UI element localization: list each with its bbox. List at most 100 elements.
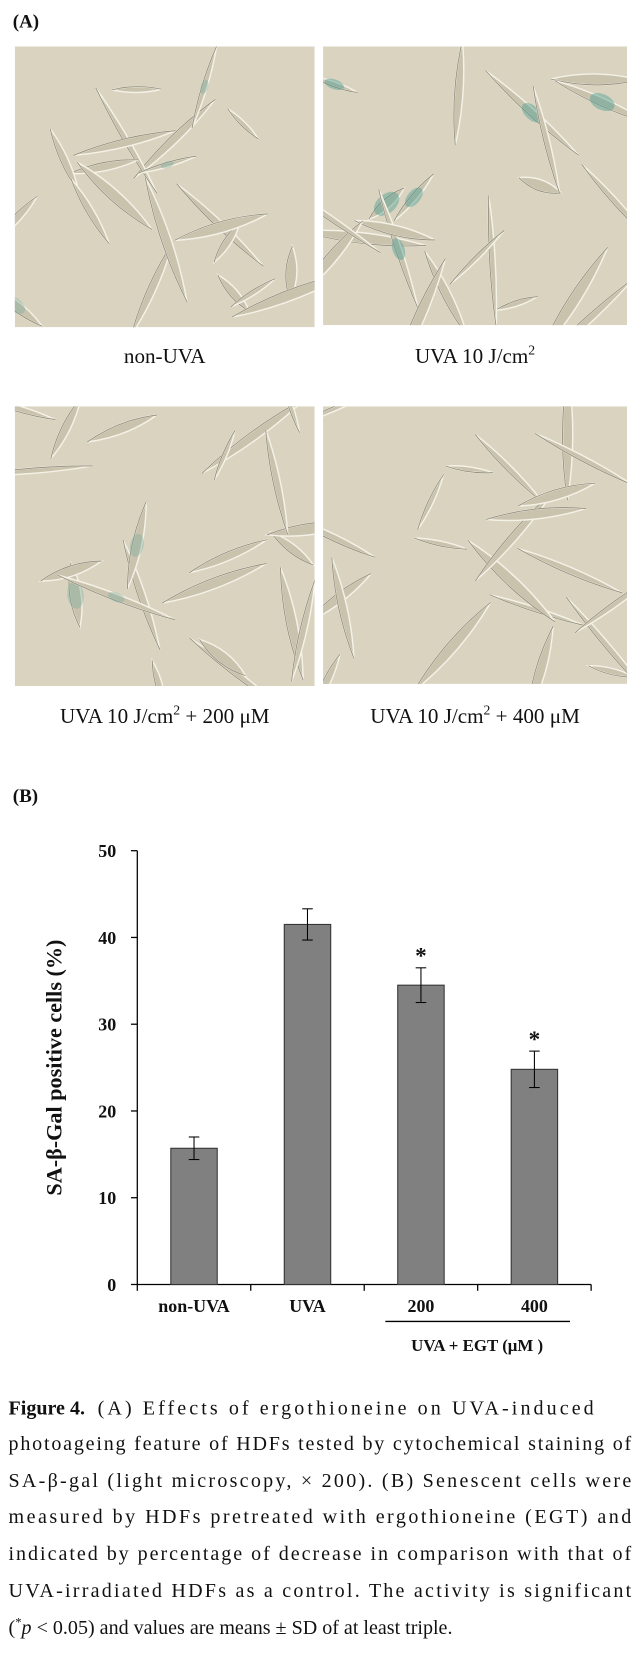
cell-edge (393, 173, 434, 222)
cell-body (14, 406, 56, 421)
cell (535, 277, 628, 326)
y-tick-label: 10 (98, 1188, 116, 1208)
cell (532, 85, 561, 194)
cell-edge (70, 178, 110, 245)
cell-edge (230, 278, 276, 308)
caption-line: UVA-irradiated HDFs as a control. The ac… (9, 1580, 632, 1602)
cell-edge (174, 213, 268, 241)
image-caption: UVA 10 J/cm2 + 200 μM (60, 703, 270, 728)
cell-edge (485, 70, 579, 156)
cell-edge (424, 250, 468, 326)
cell (585, 664, 628, 678)
cell (266, 520, 315, 537)
cell-edge (265, 429, 289, 535)
x-tick-label: 400 (521, 1296, 548, 1316)
cell-edge (414, 537, 468, 550)
cell-edge (534, 432, 628, 486)
caption-sup: 2 (484, 703, 491, 718)
cell-edge (488, 195, 497, 326)
micrograph-background (14, 46, 315, 328)
cell-edge (323, 177, 381, 253)
cell-edge (413, 602, 491, 684)
cell (138, 155, 197, 175)
cell (414, 537, 468, 550)
y-tick-label: 30 (98, 1015, 116, 1035)
stain (14, 295, 26, 314)
cell-edge (550, 78, 628, 86)
cell-edge (127, 501, 147, 589)
cell (126, 501, 147, 590)
y-tick-label: 50 (98, 841, 116, 861)
micrograph (323, 406, 628, 684)
stain (404, 187, 423, 208)
cell (72, 129, 176, 157)
caption-line: Figure 4. (A) Effects of ergothioneine on… (9, 1397, 594, 1419)
error-bar (529, 1050, 540, 1089)
caption-line: measured by HDFs pretreated with ergothi… (9, 1506, 632, 1528)
caption-line: SA-β-gal (light microscopy, × 200). (B) … (9, 1470, 632, 1492)
cell (416, 473, 445, 531)
cell (389, 258, 447, 326)
cell (281, 406, 301, 434)
cell (38, 560, 104, 582)
bar (397, 984, 445, 1286)
caption-suffix: + 400 μM (490, 704, 580, 728)
cell-edge (538, 247, 609, 326)
cell (354, 219, 436, 241)
cell-edge (323, 654, 341, 684)
caption-text: UVA 10 J/cm (415, 344, 529, 368)
cell (197, 638, 248, 677)
cell-edge (581, 164, 628, 244)
caption-text: < 0.05) and values are means ± SD of at … (32, 1617, 453, 1639)
cell (537, 246, 609, 326)
cell-body (323, 176, 381, 254)
cell-edge (417, 474, 445, 530)
cell-edge (199, 639, 246, 676)
image-caption: non-UVA (124, 344, 206, 368)
cell-edge (562, 406, 569, 501)
cell (191, 46, 218, 129)
caption-sup: 2 (528, 343, 535, 358)
panel-label: (A) (13, 11, 39, 32)
cell (526, 625, 554, 684)
caption-sup: * (15, 1615, 21, 1629)
y-tick-label: 40 (98, 928, 116, 948)
cell (484, 69, 580, 156)
stain (160, 161, 174, 169)
cell-edge (111, 86, 162, 91)
cell (449, 229, 505, 286)
cell (574, 574, 628, 634)
cell-edge (532, 85, 561, 194)
cell-edge (565, 596, 628, 684)
error-bar (302, 908, 313, 941)
cell (534, 432, 628, 486)
micrograph-background (14, 406, 315, 687)
image-caption: UVA 10 J/cm2 + 400 μM (370, 703, 580, 728)
cell-edge (527, 625, 554, 684)
cell (517, 482, 596, 507)
cell-edge (227, 108, 259, 140)
cell-edge (323, 230, 426, 247)
cell (188, 539, 268, 574)
cell (323, 653, 341, 684)
cell (76, 161, 153, 230)
cell-edge (50, 406, 82, 459)
error-bar (415, 967, 427, 1004)
cell (554, 79, 628, 125)
cell-edge (554, 80, 628, 124)
cell-edge (485, 507, 586, 520)
cell (70, 178, 110, 245)
cell-edge (281, 406, 300, 433)
cell (517, 547, 623, 594)
significance-mark: * (529, 1027, 541, 1053)
cell-edge (535, 277, 628, 326)
cell (14, 281, 45, 328)
image-caption: UVA 10 J/cm2 (415, 343, 535, 368)
cell-edge (73, 130, 176, 156)
cell-body (323, 406, 396, 432)
cell-edge (14, 406, 56, 421)
cell-edge (495, 296, 538, 311)
cell-edge (291, 579, 315, 682)
error-bar (188, 1136, 200, 1161)
